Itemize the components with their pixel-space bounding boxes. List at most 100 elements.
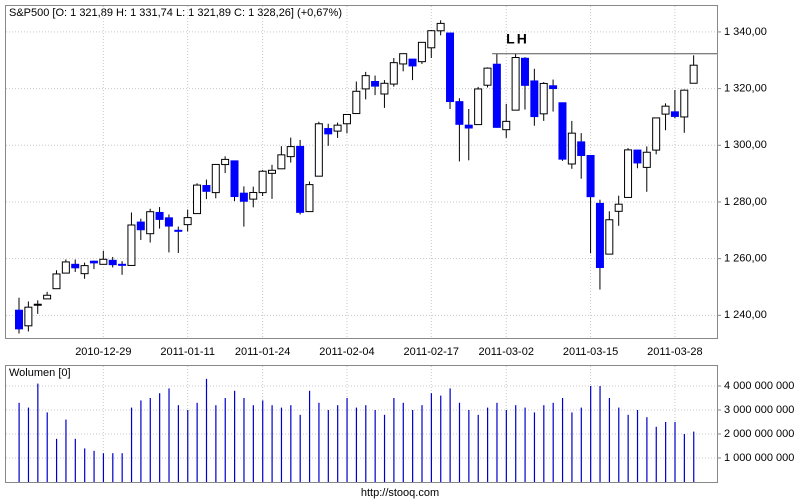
volume-bar	[74, 438, 76, 482]
candle-body	[661, 105, 670, 115]
volume-bar	[84, 448, 86, 482]
volume-bar	[243, 398, 245, 482]
volume-bar	[693, 431, 695, 482]
volume-bar	[383, 414, 386, 482]
y-tick-label: 1 340,00	[724, 26, 767, 38]
volume-bar	[55, 438, 58, 482]
candle-body	[277, 154, 286, 170]
volume-bar	[627, 414, 629, 482]
candle-body	[296, 145, 305, 213]
volume-bar	[159, 393, 161, 482]
volume-bar	[37, 383, 39, 482]
volume-bar	[102, 453, 105, 482]
volume-bar	[224, 398, 226, 482]
candle-body	[342, 113, 351, 125]
volume-bar	[121, 453, 123, 482]
candle-body	[221, 158, 230, 166]
volume-bar	[346, 398, 348, 482]
volume-bar	[524, 407, 526, 482]
volume-bar	[65, 419, 67, 482]
candle-body	[567, 132, 576, 165]
volume-bar	[46, 412, 48, 482]
volume-bar	[533, 412, 536, 482]
volume-bar	[355, 407, 358, 482]
candle-body	[670, 111, 679, 117]
candle-body	[108, 259, 117, 266]
candle-body	[99, 258, 108, 265]
candle-body	[624, 149, 633, 198]
candle-body	[474, 88, 483, 126]
candle-body	[286, 146, 295, 158]
candle-body	[492, 63, 501, 128]
annotation-label: LH	[506, 30, 529, 46]
volume-bar	[421, 405, 423, 482]
candle-body	[239, 192, 248, 202]
volume-bar	[496, 402, 498, 482]
volume-bar	[112, 453, 114, 482]
candle-body	[164, 217, 173, 227]
candle-body	[417, 41, 426, 63]
y-tick-label: 1 260,00	[724, 253, 767, 265]
candle-body	[427, 30, 436, 49]
x-tick-label: 2011-03-15	[563, 346, 618, 358]
volume-bar	[262, 400, 264, 482]
y-tick-label: 2 000 000 000	[724, 428, 794, 440]
volume-bar	[318, 402, 320, 482]
candle-body	[502, 120, 511, 131]
volume-bar	[252, 405, 254, 482]
candle-body	[61, 261, 70, 274]
volume-bar	[468, 410, 470, 482]
volume-bar	[665, 422, 667, 482]
candle-body	[436, 22, 445, 32]
candle-body	[127, 224, 136, 266]
volume-panel	[5, 365, 718, 483]
volume-bar	[149, 398, 151, 482]
volume-bar	[683, 434, 685, 482]
volume-bar	[308, 390, 311, 482]
candle-body	[24, 306, 33, 327]
candle-body	[408, 58, 417, 67]
volume-bar	[646, 417, 648, 482]
volume-bar	[636, 410, 639, 482]
y-tick-label: 3 000 000 000	[724, 404, 794, 416]
x-tick-label: 2011-02-04	[319, 346, 374, 358]
chart-title: S&P500 [O: 1 321,89 H: 1 331,74 L: 1 321…	[9, 7, 342, 19]
x-tick-label: 2011-03-28	[647, 346, 702, 358]
volume-bar	[327, 410, 329, 482]
y-tick-label: 1 320,00	[724, 83, 767, 95]
volume-bar	[93, 450, 95, 482]
volume-title: Wolumen [0]	[9, 367, 71, 379]
volume-bar	[130, 407, 133, 482]
candle-body	[52, 273, 61, 290]
volume-bar	[140, 400, 142, 482]
candle-body	[230, 160, 239, 198]
x-tick-label: 2011-01-11	[160, 346, 215, 358]
x-tick-label: 2011-03-02	[479, 346, 534, 358]
volume-bar	[168, 388, 170, 482]
volume-bar	[187, 410, 189, 482]
volume-bar	[196, 402, 198, 482]
volume-bar	[215, 405, 217, 482]
volume-bar	[337, 405, 339, 482]
volume-bar	[599, 386, 601, 482]
volume-bar	[177, 405, 179, 482]
candle-body	[155, 211, 164, 220]
candle-body	[174, 229, 183, 232]
volume-bar	[477, 414, 479, 482]
candle-body	[483, 67, 492, 86]
volume-bar	[505, 410, 507, 482]
y-tick-label: 1 000 000 000	[724, 452, 794, 464]
candle-body	[202, 185, 211, 192]
volume-bar	[561, 398, 564, 482]
volume-bar	[580, 407, 582, 482]
candle-body	[530, 80, 539, 118]
volume-bar	[18, 402, 20, 482]
price-panel	[5, 5, 718, 339]
candle-body	[15, 309, 23, 330]
x-tick-label: 2010-12-29	[75, 346, 131, 358]
candle-body	[389, 62, 398, 85]
source: http://stooq.com	[361, 487, 439, 499]
volume-bar	[608, 398, 611, 482]
volume-bar	[515, 405, 517, 482]
candle-body	[324, 128, 333, 135]
